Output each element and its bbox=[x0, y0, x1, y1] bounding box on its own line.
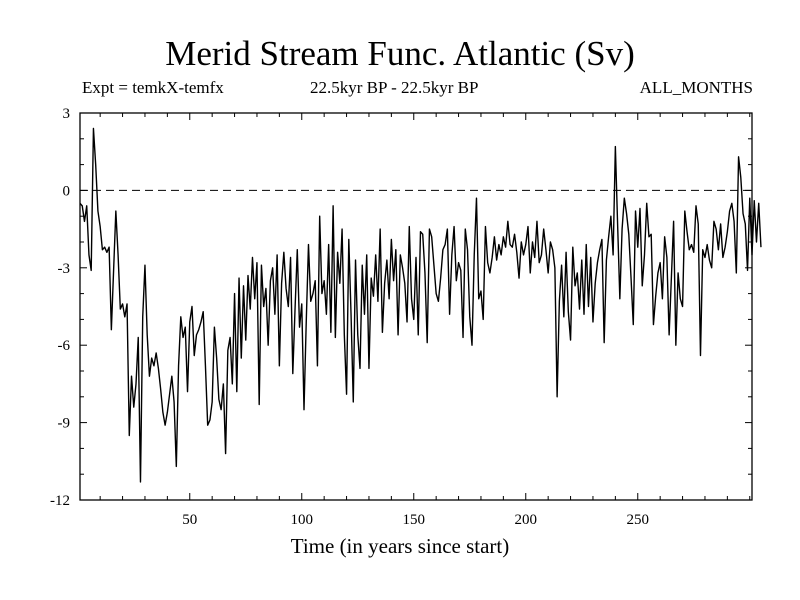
x-tick-label: 100 bbox=[291, 512, 314, 528]
y-tick-label: -3 bbox=[58, 261, 71, 277]
months-label: ALL_MONTHS bbox=[639, 78, 753, 97]
data-series-line bbox=[79, 127, 762, 483]
x-tick-label: 150 bbox=[403, 512, 426, 528]
y-tick-label: -6 bbox=[58, 338, 71, 354]
y-tick-label: -9 bbox=[58, 416, 71, 432]
y-tick-label: 3 bbox=[63, 106, 71, 122]
plot-frame bbox=[79, 112, 753, 501]
x-axis-label: Time (in years since start) bbox=[290, 534, 510, 558]
period-label: 22.5kyr BP - 22.5kyr BP bbox=[310, 78, 479, 97]
experiment-label: Expt = temkX-temfx bbox=[82, 78, 224, 97]
x-tick-label: 50 bbox=[182, 512, 197, 528]
y-tick-label: 0 bbox=[63, 183, 71, 199]
y-tick-label: -12 bbox=[50, 493, 70, 509]
chart-title: Merid Stream Func. Atlantic (Sv) bbox=[165, 34, 635, 73]
x-tick-label: 250 bbox=[627, 512, 650, 528]
x-tick-label: 200 bbox=[515, 512, 538, 528]
